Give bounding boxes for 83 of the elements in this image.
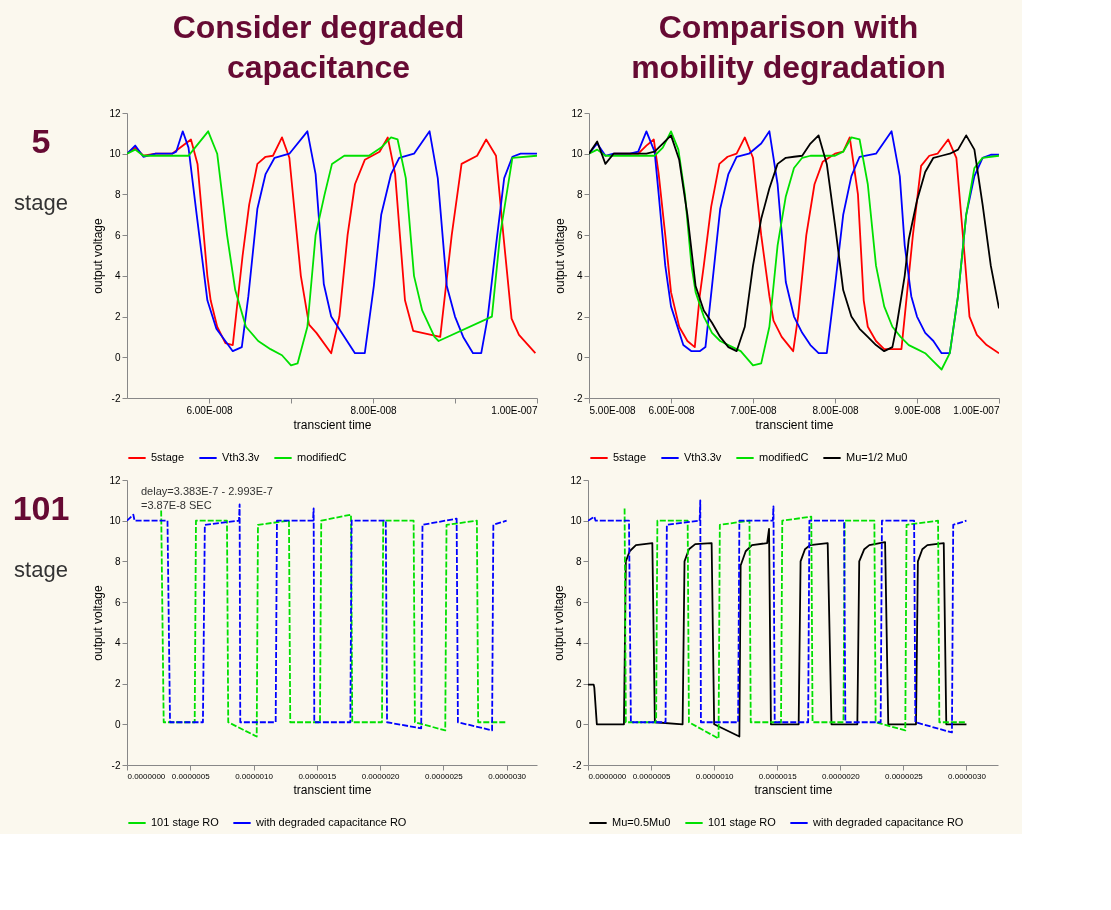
y-tick-label: 8	[575, 555, 582, 567]
y-tick-label: 8	[576, 188, 583, 200]
y-axis-title: output voltage	[91, 217, 106, 294]
text: stage	[14, 557, 68, 582]
x-tick-label: 0.0000000	[588, 771, 627, 781]
y-tick-label: 10	[109, 148, 121, 160]
legend-label: Mu=1/2 Mu0	[846, 451, 908, 463]
y-tick-label: 2	[575, 678, 582, 690]
y-tick-label: 6	[114, 596, 121, 608]
x-tick-label: 0.0000020	[361, 771, 401, 781]
text: 5	[31, 122, 51, 160]
legend-label: 5stage	[151, 451, 185, 463]
x-tick-label: 8.00E-008	[350, 404, 398, 416]
y-tick-label: -2	[572, 759, 582, 771]
y-tick-label: 6	[576, 229, 583, 241]
y-tick-label: 6	[575, 596, 582, 608]
y-axis-title: output voltage	[91, 584, 106, 661]
x-tick-label: 0.0000025	[884, 771, 924, 781]
x-axis-title: transcient time	[754, 782, 833, 797]
chart-title: Comparison with mobility degradation	[631, 9, 946, 85]
y-tick-label: 0	[575, 718, 582, 730]
text: 101	[12, 489, 70, 527]
y-tick-label: 8	[114, 188, 121, 200]
y-axis-title: output voltage	[552, 584, 567, 661]
x-tick-label: 1.00E-007	[491, 404, 538, 416]
x-axis-title: transcient time	[293, 782, 372, 797]
y-tick-label: 12	[109, 107, 121, 119]
legend-label: 5stage	[613, 451, 647, 463]
x-tick-label: 0.0000015	[758, 771, 798, 781]
chart-title: Consider degraded capacitance	[172, 9, 465, 85]
legend-label: Mu=0.5Mu0	[612, 816, 671, 828]
text: stage	[14, 190, 68, 215]
legend-label: with degraded capacitance RO	[812, 816, 964, 828]
x-tick-label: 0.0000015	[298, 771, 337, 781]
x-tick-label: 6.00E-008	[648, 404, 696, 416]
legend-label: modifiedC	[297, 451, 347, 463]
x-tick-label: 0.0000020	[821, 771, 861, 781]
x-axis-title: transcient time	[293, 417, 372, 432]
y-tick-label: 4	[114, 637, 121, 649]
y-tick-label: 4	[576, 270, 583, 282]
legend-label: modifiedC	[759, 451, 809, 463]
annotation: =3.87E-8 SEC	[141, 499, 212, 511]
x-tick-label: 6.00E-008	[186, 404, 234, 416]
y-tick-label: 12	[109, 474, 121, 486]
y-tick-label: 10	[109, 515, 121, 527]
y-tick-label: 6	[114, 229, 121, 241]
y-tick-label: 0	[114, 351, 121, 363]
y-tick-label: -2	[111, 759, 121, 771]
x-tick-label: 7.00E-008	[730, 404, 778, 416]
x-tick-label: 5.00E-008	[589, 404, 637, 416]
annotation: delay=3.383E-7 - 2.993E-7	[141, 485, 273, 497]
x-tick-label: 0.0000005	[171, 771, 211, 781]
x-tick-label: 0.0000025	[424, 771, 464, 781]
y-tick-label: 10	[571, 148, 583, 160]
legend-label: with degraded capacitance RO	[255, 816, 407, 828]
y-tick-label: 8	[114, 555, 121, 567]
x-tick-label: 0.0000005	[632, 771, 672, 781]
y-tick-label: 2	[114, 311, 121, 323]
y-tick-label: 0	[576, 351, 583, 363]
y-tick-label: 0	[114, 718, 121, 730]
x-tick-label: 1.00E-007	[953, 404, 1000, 416]
legend-label: 101 stage RO	[151, 816, 220, 828]
x-tick-label: 0.0000030	[488, 771, 527, 781]
x-tick-label: 8.00E-008	[812, 404, 860, 416]
y-tick-label: -2	[573, 392, 583, 404]
x-tick-label: 0.0000000	[127, 771, 166, 781]
x-tick-label: 0.0000010	[695, 771, 735, 781]
y-tick-label: 12	[570, 474, 582, 486]
x-axis-title: transcient time	[755, 417, 834, 432]
y-tick-label: 4	[114, 270, 121, 282]
y-tick-label: 10	[570, 515, 582, 527]
x-tick-label: 0.0000010	[235, 771, 274, 781]
y-tick-label: 2	[576, 311, 583, 323]
legend-label: 101 stage RO	[708, 816, 777, 828]
legend-label: Vth3.3v	[222, 451, 260, 463]
y-tick-label: 4	[575, 637, 582, 649]
x-tick-label: 0.0000030	[948, 771, 987, 781]
x-tick-label: 9.00E-008	[894, 404, 942, 416]
y-tick-label: 12	[571, 107, 583, 119]
y-tick-label: 2	[114, 678, 121, 690]
legend-label: Vth3.3v	[684, 451, 722, 463]
y-axis-title: output voltage	[553, 217, 568, 294]
y-tick-label: -2	[111, 392, 121, 404]
